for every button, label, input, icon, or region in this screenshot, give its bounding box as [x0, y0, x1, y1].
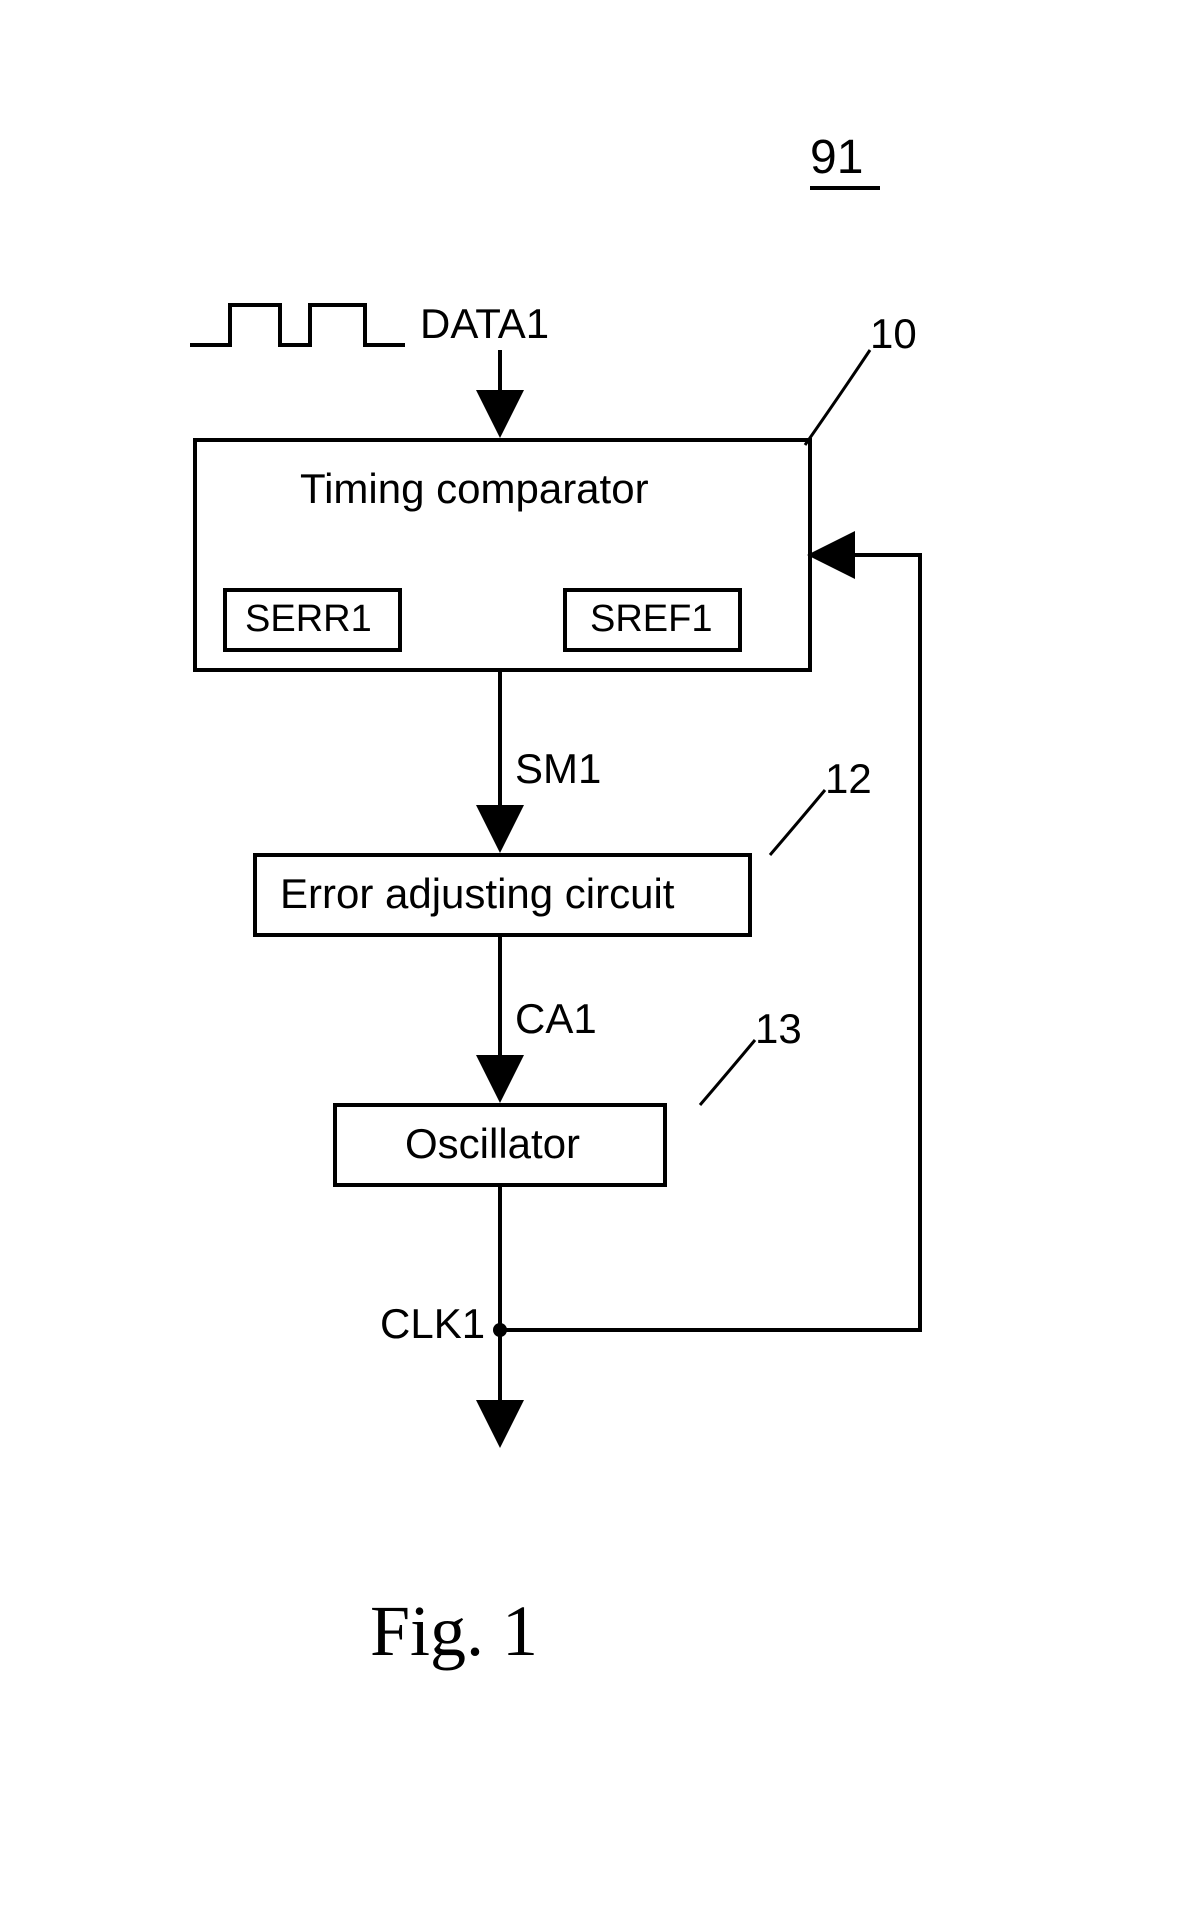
label-data1: DATA1	[420, 300, 549, 348]
pulse-waveform	[190, 305, 405, 345]
label-oscillator: Oscillator	[405, 1120, 580, 1168]
label-sref1: SREF1	[590, 598, 712, 641]
leader-12	[770, 790, 825, 855]
label-error-adjusting: Error adjusting circuit	[280, 870, 674, 918]
label-timing-comparator: Timing comparator	[300, 465, 649, 513]
ref-10: 10	[870, 310, 917, 358]
leader-13	[700, 1040, 755, 1105]
figure-number: 91	[810, 130, 863, 185]
ref-13: 13	[755, 1005, 802, 1053]
diagram-svg	[0, 0, 1180, 1913]
label-ca1: CA1	[515, 995, 597, 1043]
label-clk1: CLK1	[380, 1300, 485, 1348]
figure-caption: Fig. 1	[370, 1590, 538, 1673]
ref-12: 12	[825, 755, 872, 803]
label-sm1: SM1	[515, 745, 601, 793]
diagram-canvas: 91 DATA1 10 Timing comparator SERR1 SREF…	[0, 0, 1180, 1913]
leader-10	[805, 350, 870, 445]
label-serr1: SERR1	[245, 598, 372, 641]
